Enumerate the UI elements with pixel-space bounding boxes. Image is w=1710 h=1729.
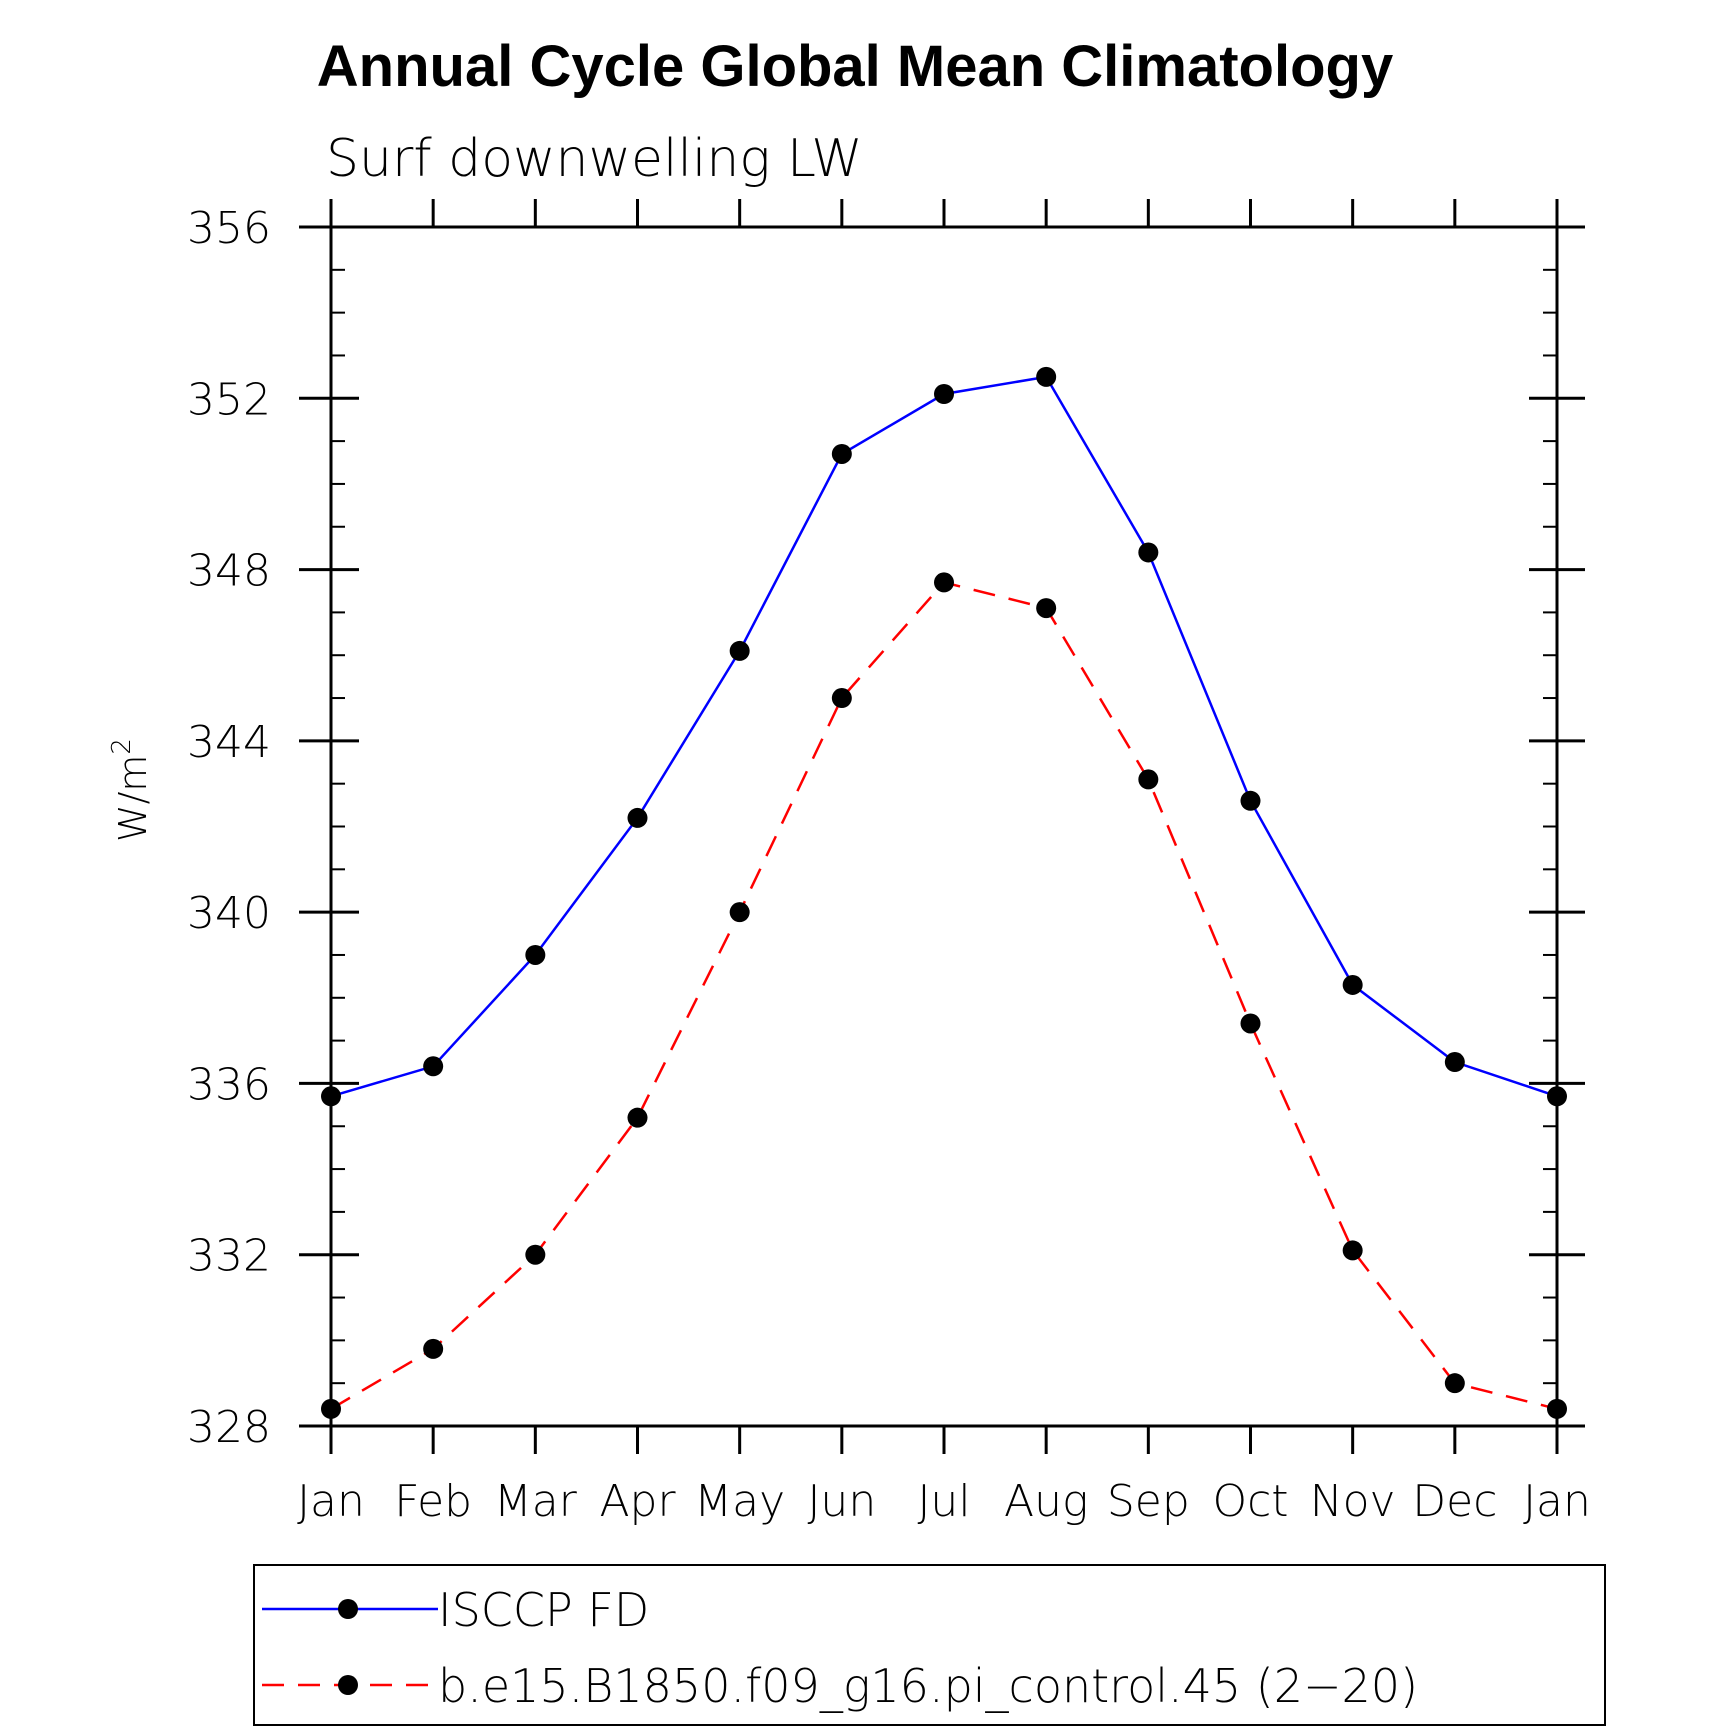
x-tick-label: Jan	[297, 1476, 365, 1527]
x-tick-label: Apr	[599, 1476, 676, 1527]
y-axis-title: W/m2	[107, 738, 155, 842]
x-tick-label: Jun	[807, 1476, 876, 1527]
plot-frame	[329, 225, 1559, 1428]
data-point	[627, 1107, 648, 1128]
y-tick-label: 340	[187, 888, 271, 939]
y-axis-title-superscript: 2	[107, 738, 137, 755]
x-tick-label: Jul	[917, 1476, 970, 1527]
data-point	[831, 688, 852, 709]
data-point	[423, 1056, 444, 1077]
x-tick-label: Feb	[394, 1476, 472, 1527]
data-point	[1342, 974, 1363, 995]
legend-box	[253, 1564, 1606, 1726]
y-tick-label: 356	[187, 203, 271, 254]
data-point	[1547, 1086, 1567, 1107]
legend-label: ISCCP FD	[438, 1583, 649, 1637]
legend-marker	[338, 1599, 358, 1619]
data-point	[831, 443, 852, 464]
series-line	[330, 375, 1558, 1098]
data-point	[1036, 598, 1057, 619]
y-tick-label: 336	[187, 1059, 271, 1110]
y-tick-label: 352	[187, 374, 271, 425]
data-point	[525, 1244, 546, 1265]
x-tick-label: Aug	[1004, 1476, 1088, 1527]
data-point	[1036, 366, 1057, 387]
legend-label: b.e15.B1850.f09_g16.pi_control.45 (2−20)	[438, 1659, 1418, 1713]
data-point	[1444, 1052, 1465, 1073]
x-tick-label: Nov	[1310, 1476, 1396, 1527]
data-point	[321, 1398, 341, 1419]
data-point	[627, 807, 648, 828]
x-tick-label: Dec	[1412, 1476, 1497, 1527]
legend-item: ISCCP FD	[262, 1583, 649, 1637]
y-tick-label: 328	[187, 1402, 271, 1453]
series-2	[321, 572, 1567, 1419]
data-point	[1240, 790, 1261, 811]
series-line	[330, 581, 1558, 1411]
data-point	[1138, 542, 1159, 563]
legend-item: b.e15.B1850.f09_g16.pi_control.45 (2−20)	[262, 1659, 1418, 1713]
data-point	[1547, 1398, 1567, 1419]
x-tick-label: Mar	[494, 1476, 578, 1527]
data-point	[1240, 1013, 1261, 1034]
y-tick-label: 332	[187, 1231, 271, 1282]
y-axis-title-base: W/m	[111, 755, 155, 842]
data-point	[934, 572, 954, 593]
data-point	[729, 902, 750, 923]
data-point	[1444, 1373, 1465, 1394]
series-1	[321, 366, 1567, 1107]
x-tick-label: Jan	[1523, 1476, 1591, 1527]
legend-marker	[338, 1675, 358, 1695]
x-tick-label: Oct	[1212, 1476, 1288, 1527]
chart-subtitle: Surf downwelling LW	[326, 129, 863, 189]
legend: ISCCP FD b.e15.B1850.f09_g16.pi_control.4…	[253, 1564, 1606, 1726]
x-tick-label: May	[694, 1476, 785, 1527]
data-point	[525, 944, 546, 965]
y-tick-label: 348	[187, 546, 271, 597]
y-tick-label: 344	[187, 717, 271, 768]
axes: Jan Feb Mar Apr May Jun Jul Aug Sep Oct Nov Dec Jan 3…	[187, 199, 1591, 1527]
svg-text:W/m2: W/m2	[107, 738, 155, 842]
x-tick-label: Sep	[1107, 1476, 1190, 1527]
data-point	[1138, 769, 1159, 790]
data-point	[423, 1338, 444, 1359]
data-point	[1342, 1240, 1363, 1261]
data-point	[934, 384, 954, 405]
data-point	[729, 640, 750, 661]
plot-area	[321, 366, 1567, 1419]
chart-title: Annual Cycle Global Mean Climatology	[317, 34, 1393, 99]
data-point	[321, 1086, 341, 1107]
